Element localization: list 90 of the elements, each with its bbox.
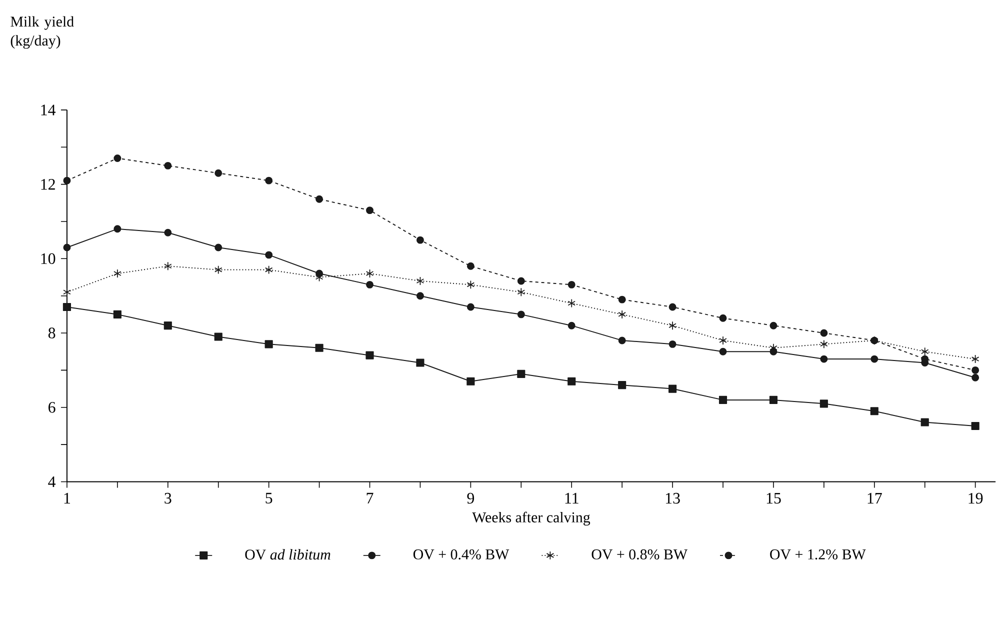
point bbox=[164, 262, 172, 271]
point bbox=[719, 314, 727, 322]
point bbox=[920, 347, 929, 356]
point bbox=[719, 336, 727, 346]
point bbox=[265, 176, 273, 184]
point bbox=[214, 266, 222, 274]
legend-label: OV + 0.8% BW bbox=[592, 550, 688, 560]
point bbox=[517, 370, 526, 378]
point bbox=[618, 296, 626, 304]
point bbox=[416, 276, 424, 286]
point bbox=[416, 292, 424, 300]
point bbox=[366, 206, 374, 214]
x-tick-label: 3 bbox=[164, 493, 172, 504]
point bbox=[264, 340, 273, 348]
x-axis-title: Weeks after calving bbox=[472, 512, 590, 526]
point bbox=[820, 400, 828, 408]
point bbox=[466, 280, 475, 290]
legend-label: OV + 0.4% BW bbox=[413, 550, 510, 560]
point bbox=[668, 384, 677, 393]
point bbox=[164, 229, 172, 237]
point bbox=[820, 340, 828, 349]
point bbox=[366, 281, 374, 289]
point bbox=[316, 196, 324, 204]
point bbox=[63, 176, 71, 184]
point bbox=[820, 355, 828, 363]
point bbox=[920, 418, 929, 426]
y-tick-label: 14 bbox=[41, 104, 56, 116]
point bbox=[568, 377, 576, 386]
point bbox=[214, 244, 222, 252]
point bbox=[416, 236, 424, 244]
point bbox=[366, 269, 374, 278]
point bbox=[416, 358, 424, 367]
point bbox=[668, 340, 676, 348]
point bbox=[618, 381, 626, 390]
x-tick-label: 13 bbox=[666, 493, 680, 504]
point bbox=[618, 310, 626, 320]
point bbox=[568, 281, 576, 289]
point bbox=[568, 298, 576, 308]
point bbox=[770, 322, 778, 330]
point bbox=[63, 288, 71, 297]
x-tick-label: 17 bbox=[868, 493, 882, 504]
point bbox=[972, 374, 980, 382]
point bbox=[618, 336, 626, 344]
point bbox=[971, 422, 980, 430]
point bbox=[63, 244, 71, 252]
point bbox=[214, 332, 222, 341]
point bbox=[315, 344, 324, 352]
point bbox=[366, 351, 374, 360]
point bbox=[718, 396, 728, 404]
x-tick-label: 1 bbox=[64, 493, 70, 504]
y-axis-title: Milk yield (kg/day) bbox=[10, 16, 74, 49]
legend-label: OV + 1.2% BW bbox=[770, 550, 866, 560]
point bbox=[870, 407, 878, 416]
point bbox=[972, 366, 980, 374]
point bbox=[719, 348, 727, 356]
point bbox=[870, 355, 878, 363]
x-tick-label: 15 bbox=[766, 493, 781, 504]
x-tick-label: 7 bbox=[366, 493, 374, 504]
point bbox=[971, 354, 980, 364]
point bbox=[114, 154, 122, 162]
point bbox=[62, 303, 72, 312]
point bbox=[214, 170, 222, 178]
y-tick-label: 10 bbox=[41, 253, 56, 264]
y-tick-label: 4 bbox=[48, 476, 56, 488]
point bbox=[568, 322, 576, 330]
point bbox=[466, 262, 474, 270]
y-tick-label: 12 bbox=[41, 179, 55, 190]
point bbox=[517, 288, 526, 297]
point bbox=[264, 266, 273, 274]
legend-label: OV ad libitum bbox=[245, 549, 330, 560]
x-tick-label: 9 bbox=[467, 493, 474, 504]
x-tick-label: 5 bbox=[266, 493, 272, 504]
point bbox=[466, 377, 475, 386]
point bbox=[820, 329, 828, 337]
point bbox=[668, 321, 676, 330]
point bbox=[114, 225, 122, 233]
point bbox=[517, 277, 525, 285]
x-tick-label: 19 bbox=[968, 493, 983, 504]
x-tick-label: 11 bbox=[565, 493, 578, 504]
point bbox=[164, 162, 172, 170]
y-tick-label: 8 bbox=[48, 328, 56, 339]
point bbox=[265, 251, 273, 259]
point bbox=[114, 269, 122, 278]
point bbox=[668, 303, 676, 311]
point bbox=[466, 303, 474, 311]
point bbox=[164, 322, 172, 330]
point bbox=[769, 396, 778, 404]
point bbox=[517, 310, 525, 318]
point bbox=[113, 310, 122, 319]
y-tick-label: 6 bbox=[48, 402, 56, 413]
